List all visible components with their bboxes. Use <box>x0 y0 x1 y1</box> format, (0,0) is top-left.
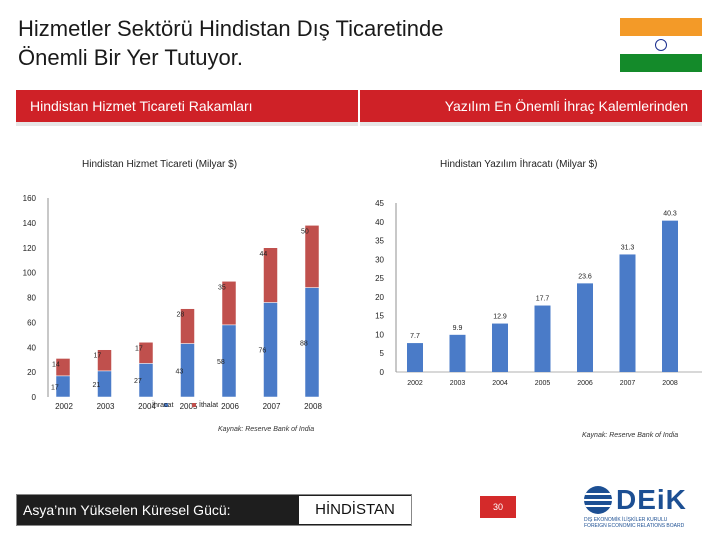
left-import-bar <box>221 281 237 326</box>
left-import-value-label: 14 <box>52 361 60 368</box>
left-x-tick-label: 2005 <box>180 402 198 411</box>
right-x-tick-label: 2006 <box>577 380 593 387</box>
right-chart-source: Kaynak: Reserve Bank of India <box>582 432 679 439</box>
left-export-value-label: 27 <box>134 378 142 385</box>
left-import-value-label: 17 <box>94 353 102 360</box>
right-bar-value-label: 31.3 <box>621 244 635 251</box>
left-import-bar <box>97 349 112 372</box>
right-software-export-bar <box>449 334 466 372</box>
footer-subtitle: Asya’nın Yükselen Küresel Gücü: <box>23 502 231 518</box>
right-software-export-bar <box>407 343 423 372</box>
right-software-export-bar <box>492 323 508 372</box>
left-legend-label-export: İhracat <box>152 400 173 409</box>
left-legend-swatch-import <box>192 403 196 407</box>
left-import-value-label: 44 <box>260 251 268 258</box>
globe-icon <box>584 486 612 514</box>
left-y-tick-label: 100 <box>23 269 37 278</box>
right-software-export-bar <box>534 305 551 372</box>
logo-wordmark: DEiK <box>616 484 687 515</box>
slide-title: Hizmetler Sektörü Hindistan Dış Ticareti… <box>18 14 598 72</box>
left-legend-label-import: İthalat <box>199 400 218 409</box>
right-y-tick-label: 40 <box>375 218 384 227</box>
right-x-tick-label: 2003 <box>450 380 466 387</box>
left-y-tick-label: 160 <box>23 194 37 203</box>
right-software-export-bar <box>619 254 636 372</box>
deik-logo: DEiK DIŞ EKONOMİK İLİŞKİLER KURULU FOREI… <box>584 484 712 529</box>
right-bar-value-label: 7.7 <box>410 333 420 340</box>
right-y-tick-label: 20 <box>375 293 384 302</box>
left-x-tick-label: 2006 <box>221 402 239 411</box>
left-export-value-label: 43 <box>176 368 184 375</box>
footer-country-badge: HİNDİSTAN <box>299 496 411 524</box>
right-section-header: Yazılım En Önemli İhraç Kalemlerinden <box>360 90 702 122</box>
left-import-bar <box>263 247 278 303</box>
left-section-header: Hindistan Hizmet Ticareti Rakamları <box>16 90 358 122</box>
right-header-shadow <box>360 122 702 126</box>
left-import-bar <box>138 342 154 364</box>
left-y-tick-label: 0 <box>32 393 37 402</box>
right-y-tick-label: 30 <box>375 255 384 264</box>
right-y-tick-label: 5 <box>380 349 385 358</box>
ashoka-chakra-icon <box>655 39 667 51</box>
right-bar-value-label: 12.9 <box>493 314 507 321</box>
left-x-tick-label: 2003 <box>97 402 115 411</box>
left-y-tick-label: 80 <box>27 294 36 303</box>
right-software-export-bar <box>662 220 678 372</box>
right-x-tick-label: 2004 <box>492 380 508 387</box>
left-x-tick-label: 2004 <box>138 402 156 411</box>
slide-title-line-2: Önemli Bir Yer Tutuyor. <box>18 45 243 70</box>
right-y-tick-label: 25 <box>375 274 384 283</box>
left-export-value-label: 76 <box>259 348 267 355</box>
left-export-value-label: 21 <box>93 382 101 389</box>
left-import-bar <box>55 358 71 377</box>
right-x-tick-label: 2005 <box>535 380 551 387</box>
footer-bar: Asya’nın Yükselen Küresel Gücü: HİNDİSTA… <box>16 494 412 526</box>
page-number-badge: 30 <box>480 496 516 518</box>
left-x-tick-label: 2002 <box>55 402 73 411</box>
logo-tagline-1: DIŞ EKONOMİK İLİŞKİLER KURULU <box>584 517 668 523</box>
right-bar-value-label: 23.6 <box>578 273 592 280</box>
left-export-value-label: 17 <box>51 384 59 391</box>
right-y-tick-label: 35 <box>375 237 384 246</box>
slide-title-line-1: Hizmetler Sektörü Hindistan Dış Ticareti… <box>18 16 444 41</box>
left-export-value-label: 88 <box>300 340 308 347</box>
left-import-bar <box>180 308 195 344</box>
left-chart-title: Hindistan Hizmet Ticareti (Milyar $) <box>82 159 238 170</box>
left-legend-swatch-export <box>164 403 168 407</box>
left-y-tick-label: 40 <box>27 343 36 352</box>
right-software-export-bar <box>577 283 593 372</box>
left-header-shadow <box>16 122 358 126</box>
left-import-bar <box>304 225 320 288</box>
right-bar-value-label: 9.9 <box>453 325 463 332</box>
right-y-tick-label: 10 <box>375 330 384 339</box>
right-x-tick-label: 2008 <box>662 380 678 387</box>
left-export-value-label: 58 <box>217 359 225 366</box>
left-y-tick-label: 140 <box>23 219 37 228</box>
right-y-tick-label: 45 <box>375 199 384 208</box>
right-x-tick-label: 2007 <box>620 380 636 387</box>
left-y-tick-label: 60 <box>27 318 36 327</box>
india-flag-icon <box>620 18 702 72</box>
right-bar-value-label: 40.3 <box>663 211 677 218</box>
right-bar-value-label: 17.7 <box>536 296 550 303</box>
left-y-tick-label: 120 <box>23 244 37 253</box>
right-y-tick-label: 15 <box>375 312 384 321</box>
right-x-tick-label: 2002 <box>407 380 423 387</box>
left-x-tick-label: 2007 <box>263 402 281 411</box>
logo-tagline-2: FOREIGN ECONOMIC RELATIONS BOARD <box>584 523 685 529</box>
right-y-tick-label: 0 <box>380 368 385 377</box>
left-import-value-label: 50 <box>301 228 309 235</box>
left-chart-source: Kaynak: Reserve Bank of India <box>218 426 315 433</box>
left-y-tick-label: 20 <box>27 368 36 377</box>
left-x-tick-label: 2008 <box>304 402 322 411</box>
left-import-value-label: 17 <box>135 345 143 352</box>
left-import-value-label: 28 <box>177 312 185 319</box>
right-chart-title: Hindistan Yazılım İhracatı (Milyar $) <box>440 159 598 170</box>
left-import-value-label: 35 <box>218 284 226 291</box>
